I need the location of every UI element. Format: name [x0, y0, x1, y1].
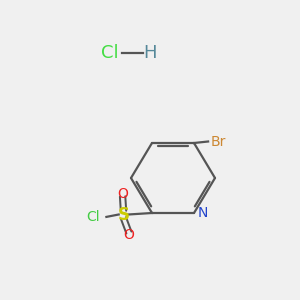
Text: O: O [124, 228, 134, 242]
Text: Br: Br [211, 134, 226, 148]
Text: Cl: Cl [101, 44, 118, 62]
Text: O: O [117, 187, 128, 201]
Text: N: N [198, 206, 208, 220]
Text: S: S [118, 206, 130, 224]
Text: H: H [143, 44, 157, 62]
Text: Cl: Cl [86, 210, 100, 224]
